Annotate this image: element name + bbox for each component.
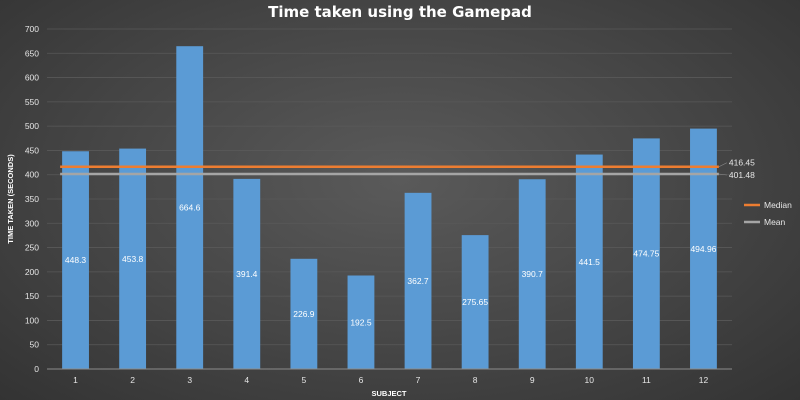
legend: Median Mean: [744, 200, 792, 227]
y-tick-label: 200: [25, 267, 39, 277]
x-tick-label: 5: [302, 375, 307, 385]
y-tick-label: 450: [25, 145, 39, 155]
reference-leader-line: [718, 173, 727, 176]
bar-data-label: 474.75: [633, 249, 659, 259]
y-tick-label: 100: [25, 315, 39, 325]
y-tick-label: 0: [34, 364, 39, 374]
x-axis-ticks: 1 2 3 4 5 6 7 8 9 10 11 12: [73, 375, 708, 385]
x-tick-label: 7: [416, 375, 421, 385]
bar: [632, 138, 660, 369]
x-tick-label: 8: [473, 375, 478, 385]
bar-data-label: 664.6: [179, 203, 201, 213]
reference-lines: 416.45 401.48: [60, 158, 755, 180]
bar-data-label: 391.4: [236, 269, 258, 279]
x-tick-label: 11: [642, 375, 651, 385]
x-axis-title: SUBJECT: [371, 389, 406, 398]
y-tick-label: 700: [25, 24, 39, 34]
bar-data-label: 192.5: [350, 317, 372, 327]
bar: [518, 179, 546, 369]
x-tick-label: 12: [699, 375, 709, 385]
chart-title: Time taken using the Gamepad: [268, 3, 532, 21]
bar: [347, 275, 375, 369]
x-tick-label: 2: [130, 375, 135, 385]
bar: [119, 148, 147, 369]
y-tick-label: 500: [25, 121, 39, 131]
legend-label: Mean: [764, 217, 786, 227]
bar-data-label: 448.3: [65, 255, 87, 265]
x-tick-label: 9: [530, 375, 535, 385]
gridlines: [47, 28, 732, 346]
bar: [233, 178, 261, 369]
x-tick-label: 1: [73, 375, 78, 385]
reference-line-label: 416.45: [729, 158, 755, 168]
legend-label: Median: [764, 200, 792, 210]
y-tick-label: 350: [25, 194, 39, 204]
bar-data-label: 494.96: [690, 244, 716, 254]
bar: [176, 46, 204, 370]
y-tick-label: 150: [25, 291, 39, 301]
y-tick-label: 400: [25, 170, 39, 180]
x-tick-label: 3: [187, 375, 192, 385]
y-tick-label: 250: [25, 243, 39, 253]
bar: [404, 192, 432, 369]
data-labels: 448.3 453.8 664.6 391.4 226.9 192.5 362.7 275.6…: [65, 203, 717, 328]
y-tick-label: 50: [30, 340, 40, 350]
y-tick-label: 300: [25, 218, 39, 228]
x-tick-label: 4: [244, 375, 249, 385]
reference-leader-line: [718, 162, 728, 167]
x-tick-label: 10: [585, 375, 595, 385]
bar-data-label: 453.8: [122, 254, 144, 264]
y-tick-label: 550: [25, 97, 39, 107]
y-axis-ticks: 0 50 100 150 200 250 300 350 400 450 500 550 600 650 7…: [25, 24, 39, 374]
bar-data-label: 275.65: [462, 297, 488, 307]
bar-data-label: 362.7: [407, 276, 429, 286]
bar: [690, 128, 717, 369]
bar: [461, 235, 489, 369]
bar: [575, 154, 603, 369]
bar: [62, 151, 89, 369]
bars: [62, 46, 717, 370]
y-tick-label: 600: [25, 73, 39, 83]
x-tick-label: 6: [359, 375, 364, 385]
bar-data-label: 441.5: [579, 257, 601, 267]
bar: [290, 258, 318, 369]
y-tick-label: 650: [25, 48, 39, 58]
reference-line-label: 401.48: [729, 170, 755, 180]
y-axis-title: TIME TAKEN (SECONDS): [6, 154, 15, 244]
bar-data-label: 226.9: [293, 309, 315, 319]
bar-data-label: 390.7: [522, 269, 544, 279]
